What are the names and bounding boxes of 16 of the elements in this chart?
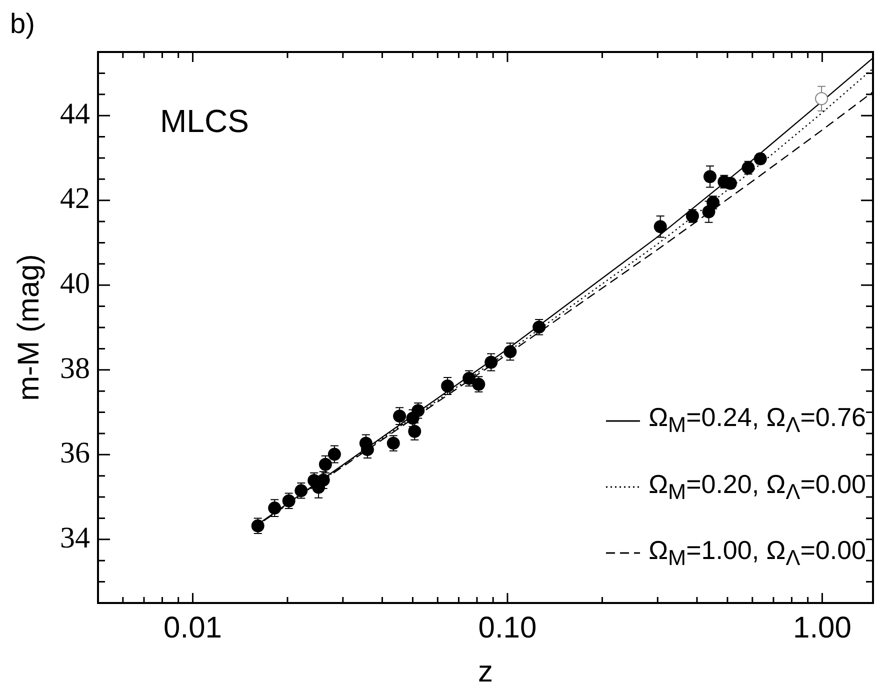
- legend-label: Ω$_{M}$=0.20, Ω$_{Λ}$=0.00: [648, 468, 866, 505]
- annotation: MLCS: [160, 102, 249, 139]
- y-tick-label: 44: [60, 97, 90, 130]
- y-tick-label: 34: [60, 521, 90, 554]
- y-tick-label: 40: [60, 266, 90, 300]
- x-tick-label: 1.00: [793, 611, 852, 644]
- text: b): [10, 8, 35, 40]
- y-axis-title: m-M (mag): [12, 254, 46, 401]
- legend-label: Ω$_{M}$=1.00, Ω$_{Λ}$=0.00: [648, 534, 866, 571]
- x-tick-label: 0.10: [478, 611, 537, 644]
- legend-label: Ω$_{M}$=0.24, Ω$_{Λ}$=0.76: [648, 402, 866, 439]
- y-tick-label: 38: [60, 352, 90, 385]
- y-tick-label: 36: [60, 436, 90, 470]
- y-tick-label: 42: [60, 182, 90, 216]
- x-axis-title: z: [478, 655, 493, 688]
- x-tick-label: 0.01: [164, 611, 222, 644]
